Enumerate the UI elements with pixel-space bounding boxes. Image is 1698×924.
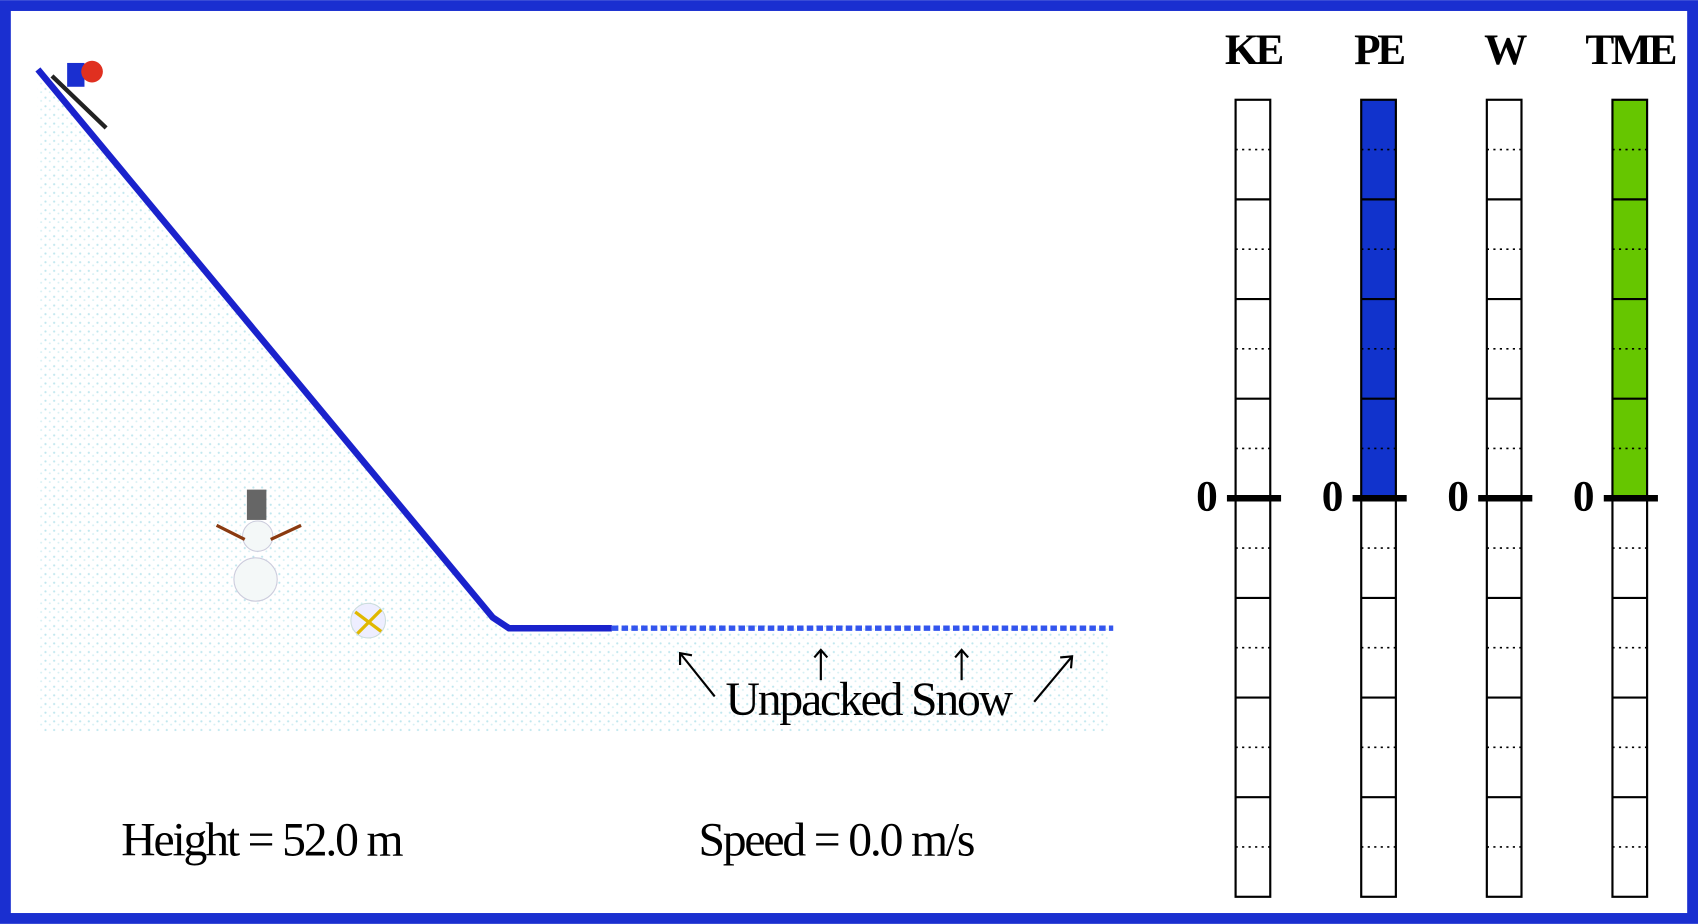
speed-readout: Speed = 0.0 m/s (698, 815, 973, 867)
zero-label: 0 (1573, 472, 1593, 520)
height-readout: Height = 52.0 m (121, 815, 403, 867)
energy-bar-chart: KE 0 PE 0 W 0 TME 0 (1196, 26, 1679, 898)
annotation: Unpacked Snow (726, 674, 1014, 726)
zero-label: 0 (1196, 472, 1216, 520)
arrows (678, 648, 1074, 703)
snow-field (37, 69, 1110, 732)
bar-label: KE (1225, 26, 1282, 74)
bar-label: TME (1585, 26, 1675, 74)
bar-label: W (1484, 26, 1527, 74)
zero-label: 0 (1447, 472, 1467, 520)
snowman (215, 489, 302, 602)
snow-angel (350, 602, 387, 639)
zero-label: 0 (1322, 472, 1342, 520)
skier (50, 60, 108, 130)
bar-label: PE (1354, 26, 1404, 74)
slope (35, 67, 612, 632)
